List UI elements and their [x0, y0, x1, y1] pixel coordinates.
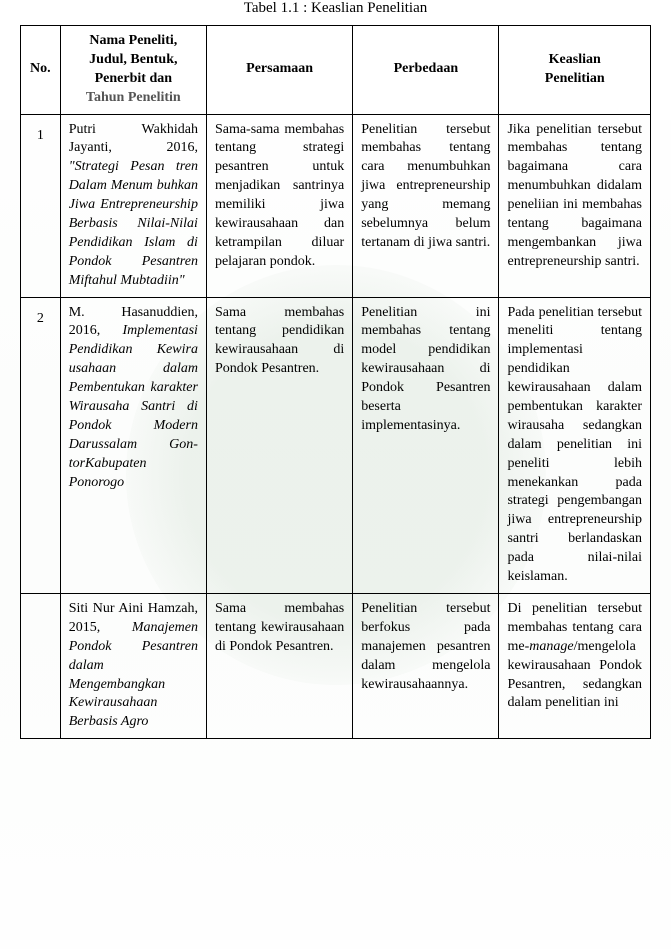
cell-no-1: 1 [21, 114, 61, 297]
header-keaslian-line1: Keaslian [549, 52, 601, 67]
nama-italic-2: Implementasi Pendidikan Kewira usahaan d… [69, 323, 198, 489]
table-row: Siti Nur Aini Hamzah, 2015, Manajemen Po… [21, 593, 651, 738]
table-row: 1 Putri Wakhidah Jayanti, 2016, "Strateg… [21, 114, 651, 297]
header-nama: Nama Peneliti, Judul, Bentuk, Penerbit d… [60, 26, 206, 115]
cell-perbedaan-3: Penelitian tersebut berfokus pada manaje… [353, 593, 499, 738]
header-nama-line3: Penerbit dan [95, 71, 172, 86]
cell-persamaan-3: Sama membahas tentang kewirausahaan di P… [206, 593, 352, 738]
nama-italic-3: Manajemen Pondok Pesantren dalam Mengemb… [69, 620, 198, 729]
cell-perbedaan-2: Penelitian ini membahas tentang model pe… [353, 297, 499, 593]
table-row: 2 M. Hasanuddien, 2016, Implementasi Pen… [21, 297, 651, 593]
cell-persamaan-1: Sama-sama membahas tentang strategi pesa… [206, 114, 352, 297]
header-no: No. [21, 26, 61, 115]
nama-prefix-1: Putri Wakhidah Jayanti, 2016, [69, 122, 198, 156]
cell-persamaan-2: Sama membahas tentang pendidikan kewirau… [206, 297, 352, 593]
nama-italic-1: "Strategi Pesan tren Dalam Menum buhkan … [69, 159, 198, 287]
table-caption: Tabel 1.1 : Keaslian Penelitian [20, 0, 651, 17]
header-nama-line1: Nama Peneliti, [89, 33, 177, 48]
cell-perbedaan-1: Penelitian tersebut membahas tentang car… [353, 114, 499, 297]
cell-no-3 [21, 593, 61, 738]
header-persamaan: Persamaan [206, 26, 352, 115]
cell-nama-3: Siti Nur Aini Hamzah, 2015, Manajemen Po… [60, 593, 206, 738]
keaslian-italic-3: manage [529, 639, 573, 654]
table-header-row: No. Nama Peneliti, Judul, Bentuk, Penerb… [21, 26, 651, 115]
header-keaslian-line2: Penelitian [545, 71, 605, 86]
cell-keaslian-1: Jika penelitian tersebut membahas tentan… [499, 114, 651, 297]
cell-keaslian-3: Di penelitian tersebut membahas tentang … [499, 593, 651, 738]
cell-no-2: 2 [21, 297, 61, 593]
header-perbedaan: Perbedaan [353, 26, 499, 115]
cell-nama-2: M. Hasanuddien, 2016, Implementasi Pendi… [60, 297, 206, 593]
cell-keaslian-2: Pada penelitian tersebut meneliti tentan… [499, 297, 651, 593]
header-nama-line4: Tahun Penelitin [86, 90, 181, 105]
cell-nama-1: Putri Wakhidah Jayanti, 2016, "Strategi … [60, 114, 206, 297]
header-nama-line2: Judul, Bentuk, [89, 52, 177, 67]
header-keaslian: Keaslian Penelitian [499, 26, 651, 115]
research-table: No. Nama Peneliti, Judul, Bentuk, Penerb… [20, 25, 651, 739]
